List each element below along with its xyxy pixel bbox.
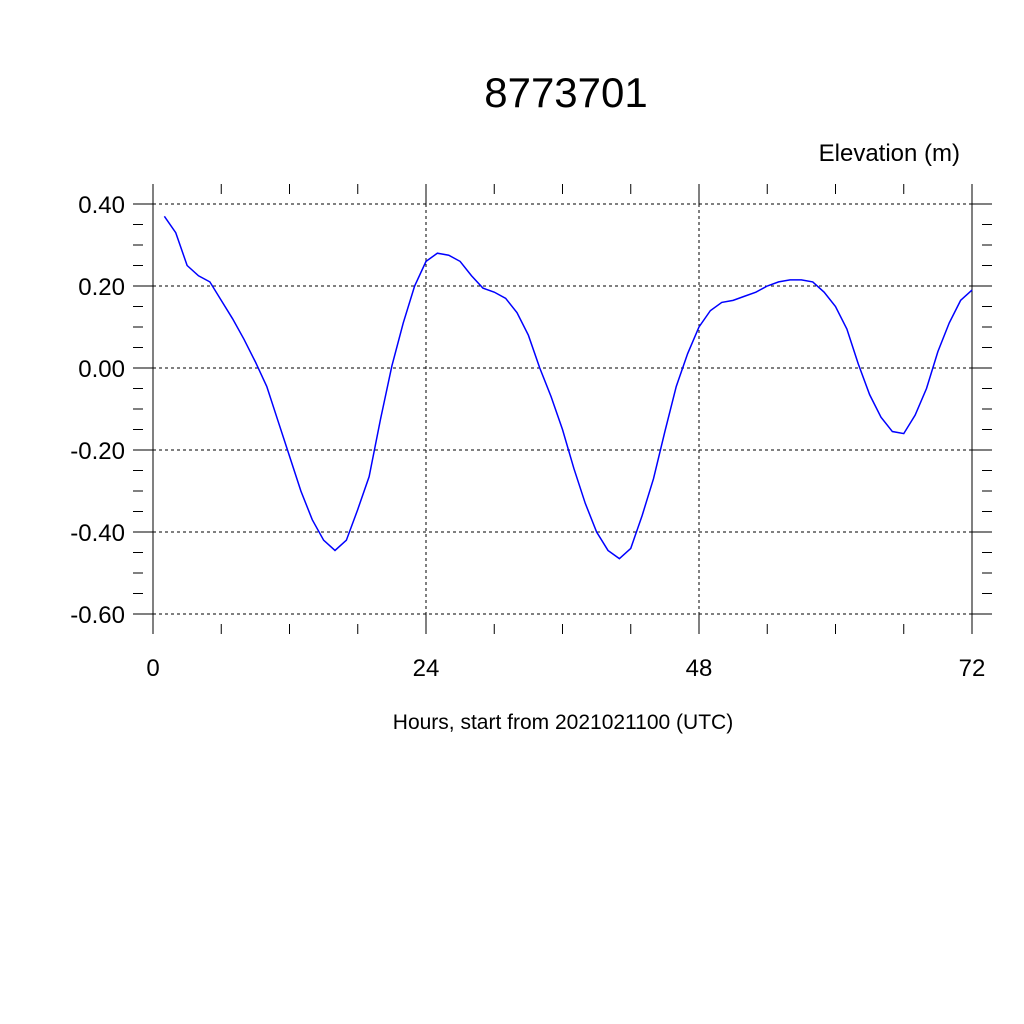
y-tick-label: 0.20 (78, 274, 125, 301)
y-tick-label: -0.40 (70, 520, 125, 547)
y-tick-label: -0.20 (70, 438, 125, 465)
x-tick-label: 0 (146, 655, 159, 682)
y-tick-label: 0.00 (78, 356, 125, 383)
x-axis-label: Hours, start from 2021021100 (UTC) (393, 711, 733, 734)
data-line (163, 215, 973, 560)
x-tick-label: 24 (413, 655, 440, 682)
y-axis-label: Elevation (m) (819, 140, 960, 167)
x-tick-label: 48 (686, 655, 713, 682)
chart-title: 8773701 (484, 69, 648, 116)
y-tick-label: 0.40 (78, 192, 125, 219)
y-tick-label: -0.60 (70, 602, 125, 629)
x-tick-label: 72 (959, 655, 986, 682)
